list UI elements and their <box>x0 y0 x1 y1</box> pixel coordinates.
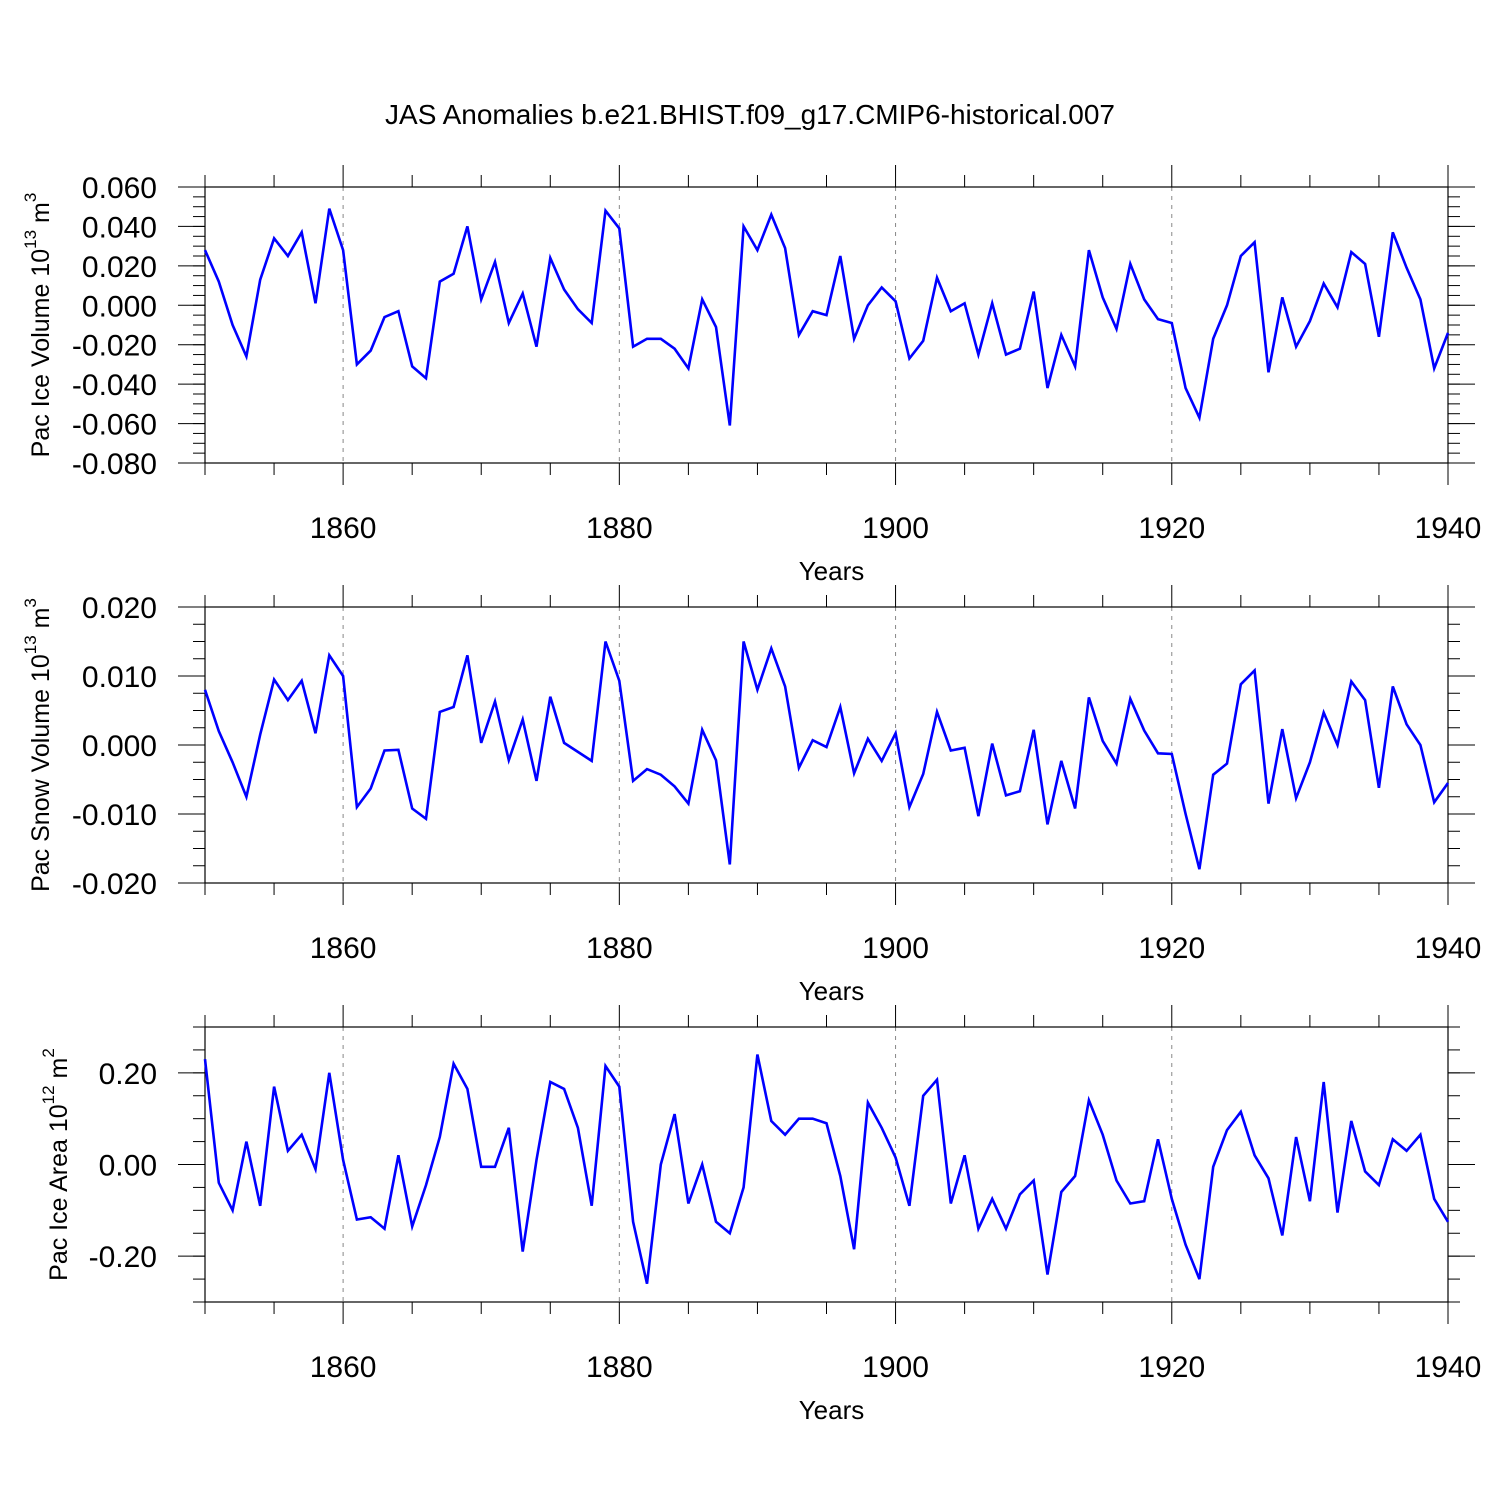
y-tick-label: 0.00 <box>99 1150 157 1183</box>
y-axis-label-exp: 13 <box>21 635 40 654</box>
y-axis-label-unit-exp: 2 <box>39 1048 58 1057</box>
y-tick-label: 0.000 <box>82 730 157 763</box>
x-tick-label: 1860 <box>310 932 377 965</box>
x-tick-label: 1940 <box>1415 932 1482 965</box>
x-tick-label: 1920 <box>1138 932 1205 965</box>
x-tick-label: 1880 <box>586 1351 653 1384</box>
y-tick-label: 0.060 <box>82 172 157 205</box>
y-tick-label: -0.020 <box>72 330 157 363</box>
y-axis-label-unit-exp: 3 <box>21 598 40 607</box>
x-tick-label: 1900 <box>862 1351 929 1384</box>
x-axis-label: Years <box>799 556 865 586</box>
y-axis-label-unit: m <box>45 1058 73 1086</box>
y-tick-label: 0.20 <box>99 1058 157 1091</box>
y-tick-label: -0.20 <box>89 1241 157 1274</box>
y-axis-label-exp: 12 <box>39 1085 58 1104</box>
y-tick-label: -0.040 <box>72 369 157 402</box>
x-tick-label: 1900 <box>862 512 929 545</box>
x-tick-label: 1900 <box>862 932 929 965</box>
y-tick-label: 0.020 <box>82 592 157 625</box>
x-tick-label: 1940 <box>1415 1351 1482 1384</box>
y-axis-label: Pac Ice Area 1012 m2 <box>39 1048 72 1281</box>
y-tick-label: 0.040 <box>82 211 157 244</box>
y-axis-label: Pac Ice Volume 1013 m3 <box>21 193 54 458</box>
x-tick-label: 1940 <box>1415 512 1482 545</box>
y-axis-label-unit: m <box>27 608 55 636</box>
y-tick-label: -0.080 <box>72 448 157 481</box>
ice-volume-panel: 1860 1880 1900 1920 1940 Years 0.060 0.040 0.020… <box>21 165 1481 586</box>
y-axis-label-exp: 13 <box>21 230 40 249</box>
x-axis-label: Years <box>799 1395 865 1425</box>
x-tick-label: 1880 <box>586 932 653 965</box>
x-tick-label: 1920 <box>1138 512 1205 545</box>
series-line <box>203 207 1450 426</box>
y-axis-label-text: Pac Ice Volume 10 <box>27 249 55 457</box>
x-tick-label: 1860 <box>310 1351 377 1384</box>
ice-area-panel: 1860 1880 1900 1920 1940 Years 0.20 0.00 -0.20 Pa… <box>39 1005 1481 1425</box>
x-tick-label: 1880 <box>586 512 653 545</box>
y-tick-label: 0.000 <box>82 290 157 323</box>
y-tick-label: -0.060 <box>72 409 157 442</box>
y-axis-label-text: Pac Snow Volume 10 <box>27 654 55 892</box>
y-tick-label: 0.010 <box>82 661 157 694</box>
x-tick-label: 1860 <box>310 512 377 545</box>
x-axis-label: Years <box>799 976 865 1006</box>
y-axis-label-text: Pac Ice Area 10 <box>45 1104 73 1281</box>
y-axis-label-unit-exp: 3 <box>21 193 40 202</box>
plot-frame <box>204 186 1449 464</box>
snow-volume-panel: 1860 1880 1900 1920 1940 Years 0.020 0.010 0.000… <box>21 585 1481 1006</box>
y-axis-label: Pac Snow Volume 1013 m3 <box>21 598 54 892</box>
x-tick-label: 1920 <box>1138 1351 1205 1384</box>
series-line <box>203 641 1450 870</box>
y-tick-label: -0.020 <box>72 868 157 901</box>
y-tick-label: 0.020 <box>82 251 157 284</box>
y-axis-label-unit: m <box>27 202 55 230</box>
figure-title: JAS Anomalies b.e21.BHIST.f09_g17.CMIP6-… <box>385 99 1115 130</box>
series-line <box>203 1054 1450 1284</box>
y-tick-label: -0.010 <box>72 799 157 832</box>
